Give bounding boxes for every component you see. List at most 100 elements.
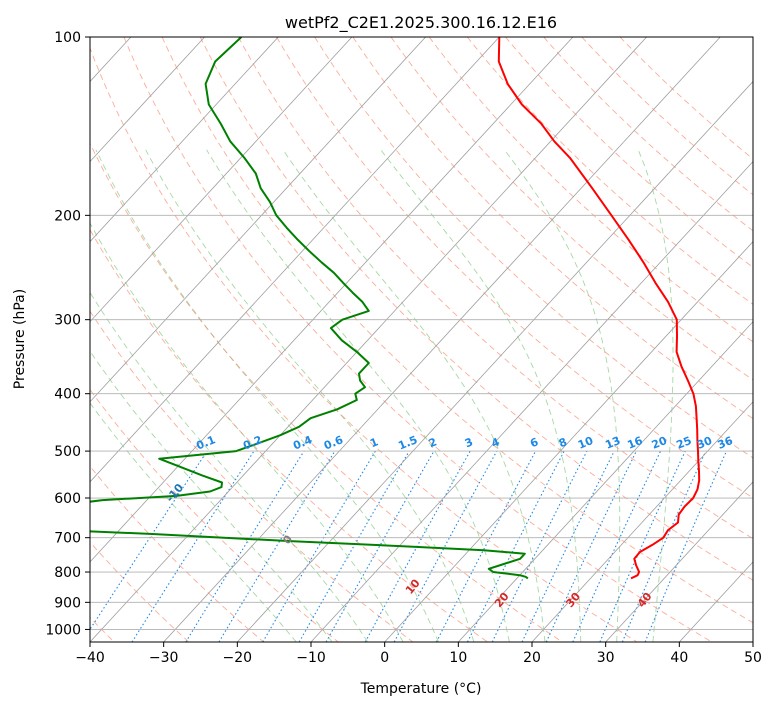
- mixing-ratio-label: 0.4: [291, 433, 314, 452]
- isotherm-line: [458, 321, 753, 642]
- isotherm-line: [310, 160, 753, 642]
- chart-title: wetPf2_C2E1.2025.300.16.12.E16: [285, 13, 557, 33]
- dry-adiabat-line: [352, 37, 753, 420]
- y-tick-label: 500: [54, 444, 81, 460]
- x-tick-label: 30: [597, 650, 615, 666]
- dry-adiabat-label: 30: [563, 590, 583, 610]
- dry-adiabat-line: [199, 37, 753, 581]
- mixing-ratio-line: [218, 450, 336, 642]
- dry-adiabat-line: [90, 46, 638, 642]
- y-tick-label: 900: [54, 595, 81, 611]
- dry-adiabat-line: [390, 37, 753, 381]
- mixing-ratio-label: 1: [368, 435, 380, 450]
- y-tick-label: 1000: [45, 622, 81, 638]
- isotherm-line: [0, 37, 57, 642]
- dry-adiabat-line: [466, 37, 753, 305]
- mixing-ratio-label: 1.5: [396, 433, 419, 452]
- isotherm-line: [163, 37, 721, 642]
- isotherm-line: [605, 481, 753, 642]
- moist-adiabat-line: [380, 149, 582, 642]
- mixing-ratio-label: 4: [490, 435, 502, 450]
- temperature-profile: [497, 37, 701, 580]
- mixing-ratio-line: [599, 450, 686, 642]
- x-tick-label: 20: [523, 650, 541, 666]
- sounding-profiles: [90, 37, 701, 580]
- mixing-ratio-label: 8: [557, 435, 569, 450]
- mixing-ratio-line: [621, 450, 707, 642]
- mixing-ratio-line: [90, 450, 208, 631]
- moist-adiabat-line: [637, 149, 674, 642]
- y-tick-label: 400: [54, 387, 81, 403]
- dry-adiabat-line: [90, 541, 190, 642]
- moist-adiabat-line: [90, 291, 369, 642]
- mixing-ratio-label: 30: [695, 434, 714, 452]
- dry-adiabat-line: [161, 37, 753, 624]
- mixing-ratio-line: [262, 450, 376, 642]
- dry-adiabat-line: [123, 37, 712, 642]
- dry-adiabat-line: [428, 37, 753, 343]
- x-axis-ticks: −40 −30 −20 −10 0 10 20 30 40 50: [75, 642, 762, 666]
- y-tick-label: 700: [54, 531, 81, 547]
- mixing-ratio-label: 0.1: [194, 433, 217, 452]
- mixing-ratio-lines: [90, 450, 728, 642]
- moist-adiabats: [90, 149, 674, 642]
- mixing-ratio-label: 16: [625, 434, 644, 452]
- moist-adiabat-line: [90, 350, 333, 642]
- moist-adiabat-line: [145, 149, 475, 642]
- x-tick-label: −40: [75, 650, 105, 666]
- y-axis-label: Pressure (hPa): [12, 289, 28, 389]
- x-tick-label: −20: [223, 650, 253, 666]
- isotherm-line: [237, 80, 753, 642]
- isotherm-line: [752, 641, 753, 642]
- moist-adiabat-line: [282, 149, 546, 642]
- mixing-ratio-label: 6: [528, 435, 540, 450]
- mixing-ratio-line: [364, 450, 471, 642]
- isotherm-line: [90, 37, 426, 403]
- y-tick-label: 600: [54, 491, 81, 507]
- pressure-gridlines: [90, 37, 753, 630]
- mixing-ratio-label: 3: [463, 435, 475, 450]
- x-axis-label: Temperature (°C): [360, 681, 482, 697]
- isotherm-line: [90, 37, 353, 323]
- isotherms: [0, 37, 753, 642]
- mixing-ratio-line: [185, 450, 305, 642]
- y-axis-ticks: 100 200 300 400 500 600 700 800 900 1000: [45, 30, 90, 638]
- mixing-ratio-label: 10: [576, 434, 595, 452]
- x-tick-label: −10: [296, 650, 326, 666]
- dewpoint-profile: [90, 37, 529, 580]
- dry-adiabat-line: [581, 37, 753, 196]
- moist-adiabat-line: [90, 402, 297, 642]
- mixing-ratio-line: [435, 450, 537, 642]
- mixing-ratio-label: 20: [650, 434, 669, 452]
- dry-adiabat-line: [238, 37, 753, 540]
- mixing-ratio-label: 0.6: [322, 433, 345, 452]
- mixing-ratio-label: 2: [427, 435, 439, 450]
- isotherm-line: [531, 401, 753, 642]
- isotherm-line: [384, 241, 753, 642]
- plot-frame: [89, 36, 754, 643]
- isotherm-line: [90, 37, 500, 483]
- dry-adiabat-line: [276, 37, 753, 499]
- x-tick-label: 0: [380, 650, 389, 666]
- isotherm-line: [90, 37, 279, 243]
- moist-adiabat-line: [90, 222, 404, 642]
- isotherm-line: [90, 37, 647, 642]
- x-tick-label: 50: [744, 650, 762, 666]
- y-tick-label: 200: [54, 208, 81, 224]
- mixing-ratio-line: [545, 450, 637, 642]
- mixing-ratio-line: [491, 450, 588, 642]
- moist-adiabat-line: [95, 149, 439, 642]
- mixing-ratio-line: [325, 450, 435, 642]
- mixing-ratio-label: 13: [603, 434, 622, 452]
- moist-adiabat-line: [206, 149, 510, 642]
- isotherm-line: [90, 37, 574, 563]
- dry-adiabats: [90, 37, 753, 642]
- x-tick-label: −30: [149, 650, 179, 666]
- dry-adiabat-label: 20: [492, 590, 512, 610]
- mixing-ratio-label: 25: [674, 434, 693, 452]
- isotherm-line: [679, 561, 753, 642]
- dry-adiabat-line: [90, 228, 488, 642]
- mixing-ratio-line: [393, 450, 498, 642]
- isotherm-line: [90, 37, 205, 163]
